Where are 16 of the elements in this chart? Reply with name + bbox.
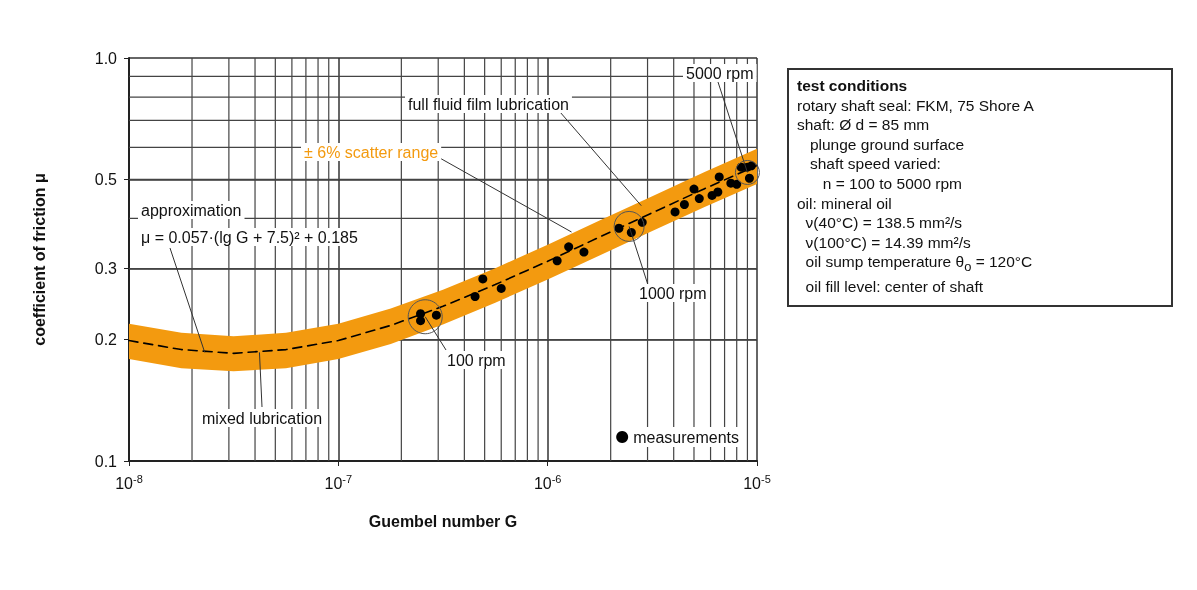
text: test conditions rotary shaft seal: FKM, 75 Shore A shaft: Ø d = 85 mm plunge ground surface shaft speed varied: n = 100 to 5000 rpm oil: mineral oil ν(40°C) = 138.5 mm²/s ν(100°C) = 14.39 mm²/s oil sump temperature θ$_{o}$ = 120°C oil fill level: center of shaft bbox=[797, 77, 1034, 296]
legend-label: measurements bbox=[633, 428, 740, 446]
y-tick-label: 0.3 bbox=[94, 260, 118, 278]
annotation: 5000 rpm bbox=[686, 64, 754, 82]
x-axis-title: Guembel number G bbox=[368, 512, 518, 530]
annotation: mixed lubrication bbox=[202, 409, 323, 427]
annotation: 1000 rpm bbox=[639, 284, 707, 302]
y-tick-label: 1.0 bbox=[94, 49, 118, 67]
y-axis-title: coefficient of friction μ bbox=[30, 173, 48, 346]
y-tick-label: 0.2 bbox=[94, 331, 118, 349]
annotation: approximation μ = 0.057·(lg G + 7.5)² + 0.185 bbox=[141, 201, 358, 246]
annotation: ± 6% scatter range bbox=[304, 143, 439, 161]
annotation: full fluid film lubrication bbox=[408, 95, 569, 113]
y-tick-label: 0.5 bbox=[94, 170, 118, 188]
annotation: 100 rpm bbox=[447, 351, 506, 369]
y-tick-label: 0.1 bbox=[94, 452, 118, 470]
